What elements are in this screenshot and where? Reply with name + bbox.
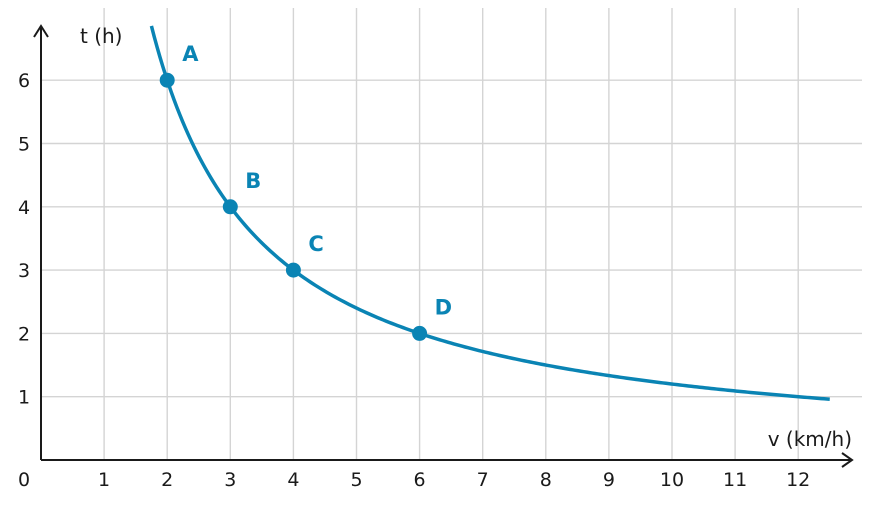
x-tick-label: 8 — [540, 469, 552, 491]
y-axis-arrow — [33, 24, 49, 38]
point-label-b: B — [245, 169, 261, 193]
origin-label: 0 — [18, 469, 30, 491]
y-tick-label: 3 — [18, 260, 30, 282]
x-tick-label: 5 — [350, 469, 362, 491]
x-tick-label: 3 — [224, 469, 236, 491]
y-tick-label: 5 — [18, 134, 30, 156]
x-tick-label: 6 — [414, 469, 426, 491]
y-tick-label: 1 — [18, 387, 30, 409]
x-tick-label: 9 — [603, 469, 615, 491]
x-axis-arrow — [841, 452, 854, 468]
point-b — [222, 199, 238, 215]
point-c — [285, 262, 301, 278]
axes — [33, 24, 854, 468]
y-tick-label: 2 — [18, 323, 30, 345]
point-label-c: C — [308, 232, 323, 256]
x-tick-label: 2 — [161, 469, 173, 491]
y-tick-label: 6 — [18, 70, 30, 92]
x-tick-label: 11 — [723, 469, 747, 491]
x-tick-label: 10 — [660, 469, 684, 491]
point-a — [159, 72, 175, 88]
x-tick-label: 7 — [477, 469, 489, 491]
point-d — [412, 325, 428, 341]
series-curve — [149, 25, 830, 401]
y-axis-label: t (h) — [80, 24, 122, 48]
data-points: A B C D — [159, 42, 452, 341]
x-tick-label: 4 — [287, 469, 299, 491]
grid — [41, 8, 862, 460]
point-label-a: A — [182, 42, 199, 66]
x-tick-label: 12 — [786, 469, 810, 491]
x-tick-label: 1 — [98, 469, 110, 491]
point-label-d: D — [435, 295, 452, 319]
x-axis-label: v (km/h) — [768, 427, 852, 451]
y-tick-label: 4 — [18, 197, 30, 219]
